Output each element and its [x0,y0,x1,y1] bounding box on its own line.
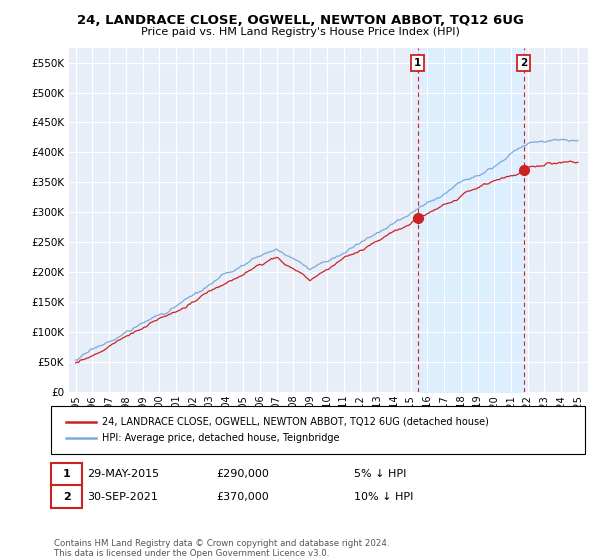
Text: 1: 1 [63,469,70,479]
Text: Price paid vs. HM Land Registry's House Price Index (HPI): Price paid vs. HM Land Registry's House … [140,27,460,37]
Text: 30-SEP-2021: 30-SEP-2021 [87,492,158,502]
Text: 2: 2 [63,492,70,502]
Text: 24, LANDRACE CLOSE, OGWELL, NEWTON ABBOT, TQ12 6UG (detached house): 24, LANDRACE CLOSE, OGWELL, NEWTON ABBOT… [102,417,489,427]
Text: Contains HM Land Registry data © Crown copyright and database right 2024.
This d: Contains HM Land Registry data © Crown c… [54,539,389,558]
Text: 24, LANDRACE CLOSE, OGWELL, NEWTON ABBOT, TQ12 6UG: 24, LANDRACE CLOSE, OGWELL, NEWTON ABBOT… [77,14,523,27]
Text: 5% ↓ HPI: 5% ↓ HPI [354,469,406,479]
Text: 29-MAY-2015: 29-MAY-2015 [87,469,159,479]
Text: £290,000: £290,000 [216,469,269,479]
Text: 2: 2 [520,58,527,68]
Text: £370,000: £370,000 [216,492,269,502]
Text: 10% ↓ HPI: 10% ↓ HPI [354,492,413,502]
Text: HPI: Average price, detached house, Teignbridge: HPI: Average price, detached house, Teig… [102,433,340,444]
Text: 1: 1 [414,58,421,68]
